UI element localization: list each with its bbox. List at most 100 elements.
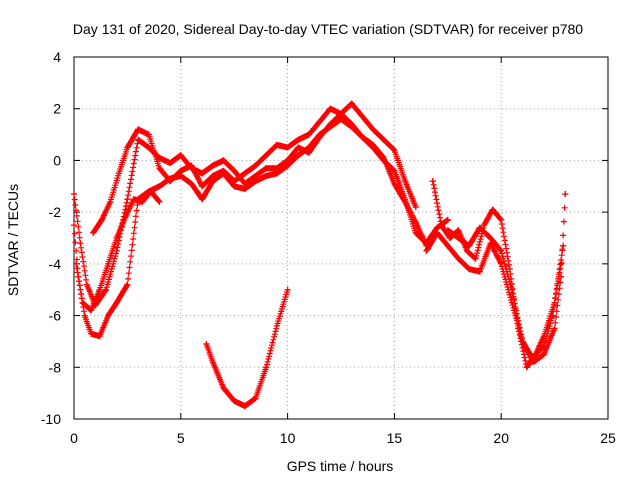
- data-point: [188, 180, 195, 187]
- data-point: [147, 188, 154, 195]
- data-point: [135, 126, 142, 133]
- y-tick-label: 2: [53, 101, 61, 117]
- data-point: [464, 247, 471, 254]
- data-point: [90, 229, 97, 236]
- data-point: [444, 227, 451, 234]
- y-tick-label: 4: [53, 49, 61, 65]
- data-point: [316, 131, 323, 138]
- data-point: [305, 131, 312, 138]
- data-point: [263, 165, 270, 172]
- data-point: [167, 160, 174, 167]
- y-tick-label: 0: [53, 152, 61, 168]
- data-point: [241, 403, 248, 410]
- data-point: [273, 170, 280, 177]
- data-point: [540, 343, 547, 350]
- data-point: [105, 260, 112, 267]
- x-tick-label: 15: [387, 430, 403, 446]
- y-tick-label: -8: [49, 359, 62, 375]
- data-point: [220, 384, 227, 391]
- data-point: [96, 286, 103, 293]
- data-point: [412, 203, 419, 210]
- x-tick-label: 10: [280, 430, 296, 446]
- data-point: [263, 172, 270, 179]
- data-point: [241, 185, 248, 192]
- data-point: [380, 136, 387, 143]
- data-point: [273, 165, 280, 172]
- data-point: [252, 178, 259, 185]
- chart-title: Day 131 of 2020, Sidereal Day-to-day VTE…: [73, 21, 583, 37]
- data-point: [284, 286, 291, 293]
- x-tick-label: 0: [70, 430, 78, 446]
- data-point: [540, 351, 547, 358]
- data-point: [284, 162, 291, 169]
- data-point: [220, 157, 227, 164]
- data-point: [113, 235, 120, 241]
- data-point: [327, 123, 334, 130]
- data-point: [429, 178, 436, 185]
- y-tick-label: -6: [49, 308, 62, 324]
- data-point: [209, 162, 216, 169]
- data-point: [113, 299, 120, 306]
- y-tick-label: -4: [49, 256, 62, 272]
- data-point: [273, 141, 280, 148]
- y-axis-label: SDTVAR / TECUs: [5, 184, 21, 296]
- data-point: [79, 299, 86, 306]
- data-point: [455, 255, 462, 262]
- data-point: [412, 229, 419, 236]
- data-point: [476, 268, 483, 275]
- data-point: [455, 235, 462, 241]
- data-point: [295, 136, 302, 143]
- series-track-1: [71, 100, 419, 309]
- data-point: [444, 216, 451, 223]
- data-point: [107, 198, 114, 205]
- series-track-4: [73, 188, 163, 314]
- series-markers: [203, 286, 291, 410]
- data-point: [156, 154, 163, 161]
- data-point: [391, 147, 398, 154]
- series-track-3: [90, 105, 451, 247]
- data-point: [348, 100, 355, 107]
- data-point: [88, 307, 95, 314]
- data-point: [130, 196, 137, 203]
- data-point: [209, 359, 216, 366]
- x-axis-label: GPS time / hours: [287, 458, 394, 474]
- data-point: [402, 178, 409, 185]
- data-point: [348, 121, 355, 128]
- data-point: [105, 312, 112, 319]
- data-point: [77, 240, 84, 247]
- data-point: [305, 149, 312, 156]
- data-point: [209, 172, 216, 179]
- data-point: [241, 180, 248, 187]
- data-point: [489, 206, 496, 213]
- x-tick-label: 25: [600, 430, 616, 446]
- data-point: [295, 144, 302, 151]
- series-track-8: [444, 224, 567, 363]
- data-point: [156, 183, 163, 190]
- data-point: [519, 338, 526, 345]
- data-point: [96, 333, 103, 340]
- data-point: [273, 322, 280, 329]
- data-point: [252, 395, 259, 402]
- data-point: [476, 224, 483, 231]
- data-point: [145, 131, 152, 138]
- x-tick-label: 20: [493, 430, 509, 446]
- data-point: [434, 229, 441, 236]
- data-point: [139, 198, 146, 205]
- data-point: [88, 330, 95, 337]
- data-point: [203, 341, 210, 348]
- data-point: [177, 152, 184, 159]
- data-point: [81, 312, 88, 319]
- data-point: [122, 214, 129, 221]
- data-point: [370, 144, 377, 151]
- data-point: [98, 216, 105, 223]
- data-point: [423, 247, 430, 254]
- data-point: [455, 227, 462, 234]
- data-point: [305, 144, 312, 151]
- data-point: [71, 222, 77, 229]
- data-point: [124, 281, 131, 288]
- data-point: [199, 196, 206, 203]
- data-point: [530, 356, 537, 363]
- data-point: [472, 255, 479, 262]
